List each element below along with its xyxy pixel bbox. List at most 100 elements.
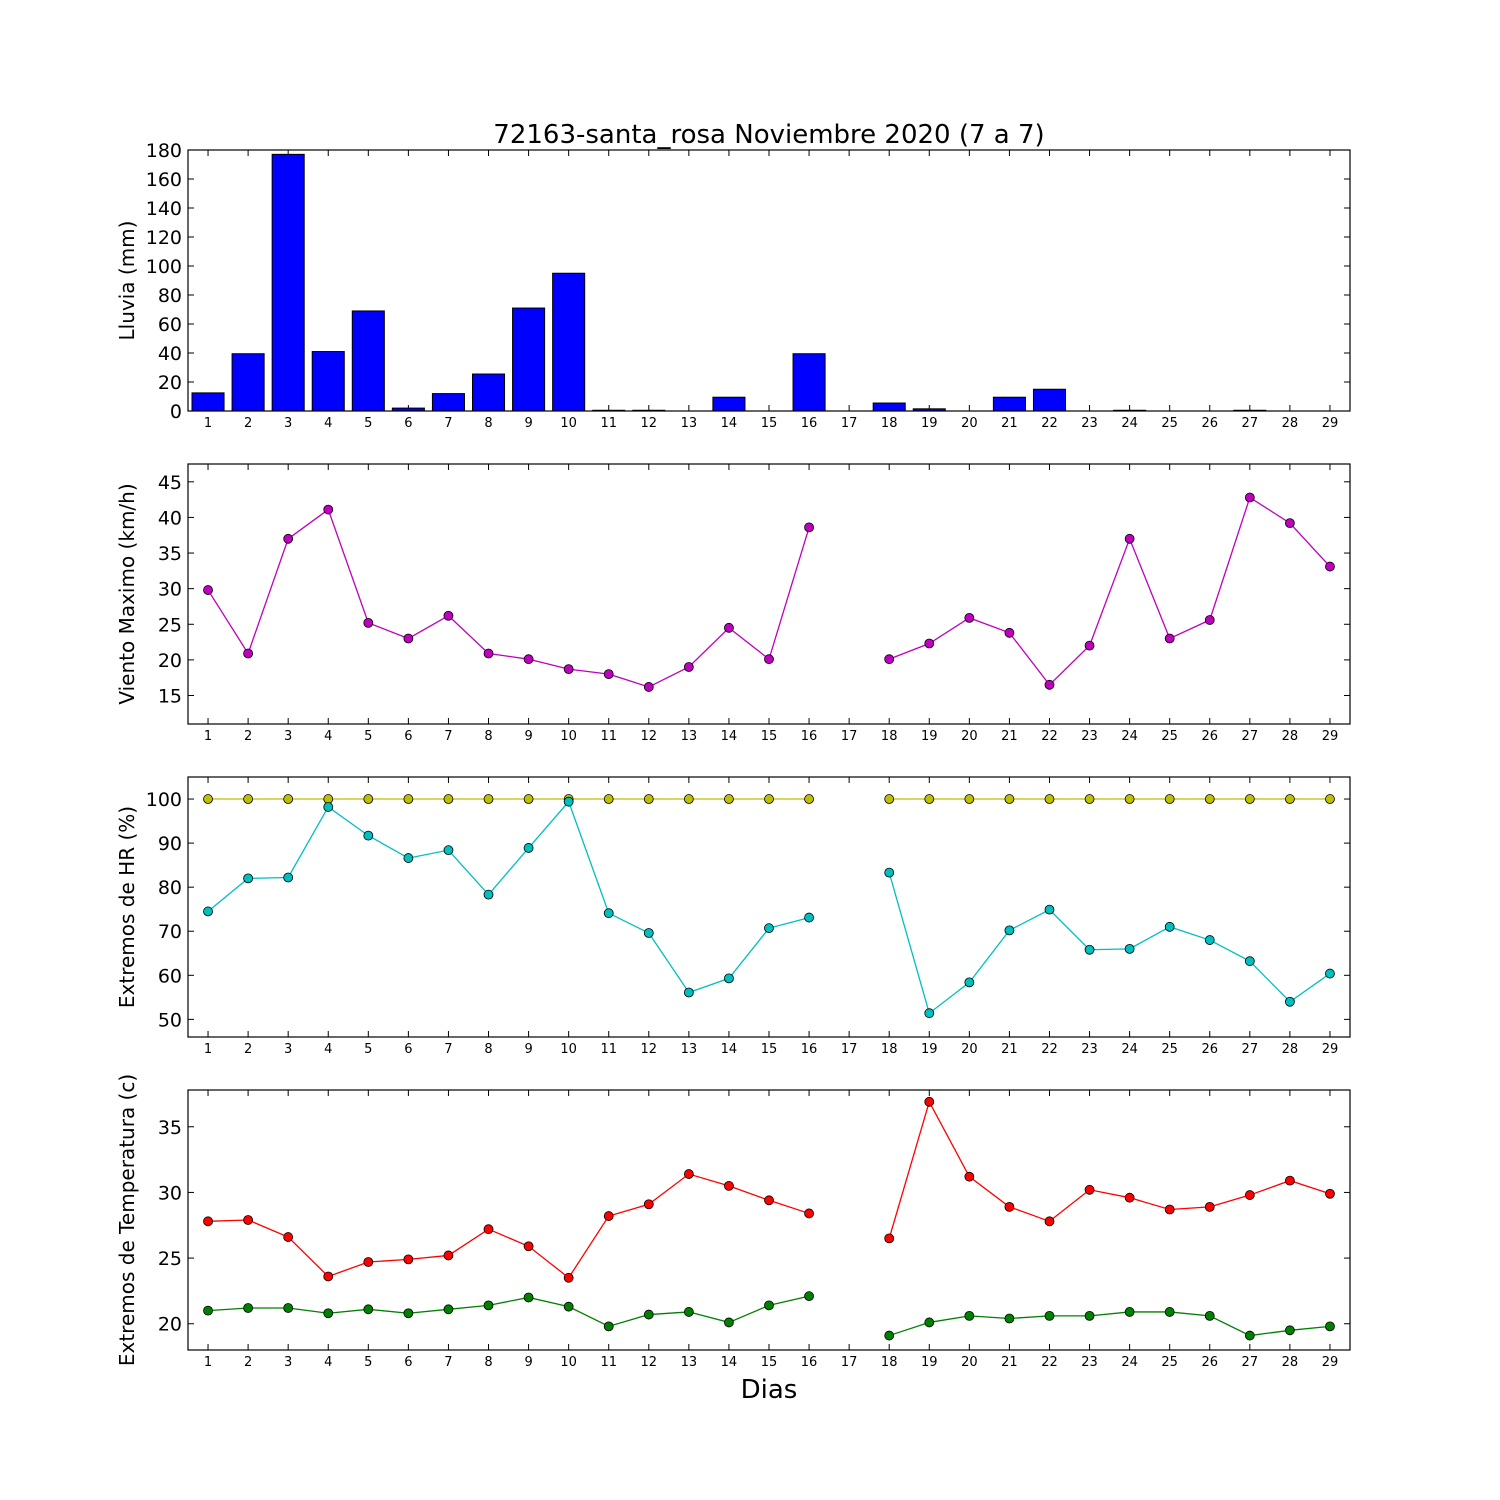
rain-x-tick-label: 7 xyxy=(444,416,452,431)
temperature-x-tick-label: 4 xyxy=(324,1355,332,1370)
wind-x-tick-label: 19 xyxy=(921,729,938,744)
humidity-x-tick-label: 27 xyxy=(1242,1042,1259,1057)
wind-max-point xyxy=(483,648,494,659)
wind-max-point xyxy=(1284,518,1295,529)
wind-max-point xyxy=(283,533,294,544)
temperature-x-tick-label: 25 xyxy=(1161,1355,1178,1370)
hr-max-point xyxy=(363,794,374,804)
hr-max-point xyxy=(1044,794,1055,804)
hr-max-point xyxy=(683,794,694,804)
temp-max-point xyxy=(323,1271,334,1282)
hr-max-point xyxy=(924,794,935,804)
temp-min-point xyxy=(1044,1310,1055,1321)
rain-x-tick-label: 3 xyxy=(284,416,292,431)
hr-max-point xyxy=(203,794,213,804)
wind-x-tick-label: 22 xyxy=(1041,729,1058,744)
rain-y-tick-label: 40 xyxy=(158,343,182,365)
hr-max-point xyxy=(1084,794,1095,804)
temperature-x-tick-label: 10 xyxy=(560,1355,577,1370)
temperature-x-tick-label: 20 xyxy=(961,1355,978,1370)
humidity-x-tick-label: 22 xyxy=(1041,1042,1058,1057)
wind-max-point xyxy=(603,669,614,680)
temp-max-point xyxy=(443,1250,454,1261)
wind-max-point xyxy=(363,617,374,628)
wind-x-tick-label: 10 xyxy=(560,729,577,744)
temp-max-point xyxy=(203,1216,213,1227)
rain-x-tick-label: 16 xyxy=(801,416,818,431)
temp-min-point xyxy=(243,1303,254,1313)
temp-max-point xyxy=(1284,1175,1295,1186)
humidity-x-tick-label: 3 xyxy=(284,1042,292,1057)
wind-y-tick-label: 45 xyxy=(158,472,182,494)
temperature-axes-frame xyxy=(187,1089,1351,1351)
humidity-x-tick-label: 15 xyxy=(761,1042,778,1057)
rain-y-tick-label: 80 xyxy=(158,285,182,307)
temp-min-point xyxy=(964,1310,975,1321)
rain-y-tick-label: 120 xyxy=(146,227,182,249)
rain-x-tick-label: 21 xyxy=(1001,416,1018,431)
temp-min-point xyxy=(1084,1310,1095,1321)
rain-x-tick-label: 20 xyxy=(961,416,978,431)
wind-y-tick-label: 35 xyxy=(158,543,182,565)
temperature-x-tick-label: 18 xyxy=(881,1355,898,1370)
temp-min-point xyxy=(804,1291,814,1302)
wind-max-point xyxy=(1164,633,1175,644)
rain-x-tick-label: 11 xyxy=(600,416,617,431)
temp-min-point xyxy=(363,1304,374,1315)
hr-min-line xyxy=(207,800,810,994)
temperature-x-tick-label: 7 xyxy=(444,1355,452,1370)
temp-min-point xyxy=(724,1317,734,1328)
hr-max-point xyxy=(804,794,814,804)
temp-min-point xyxy=(764,1300,774,1311)
hr-min-point xyxy=(1004,925,1015,936)
hr-max-point xyxy=(403,794,414,804)
rain-x-tick-label: 26 xyxy=(1201,416,1218,431)
humidity-x-tick-label: 18 xyxy=(881,1042,898,1057)
rain-x-tick-label: 14 xyxy=(721,416,738,431)
rain-x-tick-label: 4 xyxy=(324,416,332,431)
temp-min-point xyxy=(403,1308,414,1319)
wind-max-point xyxy=(243,648,254,659)
wind-y-tick-label: 20 xyxy=(158,650,182,672)
temperature-x-tick-label: 19 xyxy=(921,1355,938,1370)
wind-x-tick-label: 26 xyxy=(1201,729,1218,744)
hr-max-point xyxy=(443,794,454,804)
wind-x-tick-label: 9 xyxy=(524,729,532,744)
rain-x-tick-label: 13 xyxy=(681,416,698,431)
hr-min-point xyxy=(964,977,975,988)
humidity-x-tick-label: 23 xyxy=(1081,1042,1098,1057)
wind-y-tick-label: 25 xyxy=(158,614,182,636)
humidity-y-tick-label: 60 xyxy=(158,965,182,987)
humidity-y-tick-label: 80 xyxy=(158,877,182,899)
rain-y-tick-label: 60 xyxy=(158,314,182,336)
rain-x-tick-label: 22 xyxy=(1041,416,1058,431)
temp-min-point xyxy=(203,1305,213,1316)
humidity-x-tick-label: 19 xyxy=(921,1042,938,1057)
wind-max-line xyxy=(888,496,1331,686)
wind-x-tick-label: 14 xyxy=(721,729,738,744)
hr-max-point xyxy=(483,794,494,804)
temp-min-point xyxy=(603,1321,614,1332)
humidity-x-tick-label: 12 xyxy=(641,1042,658,1057)
temperature-x-tick-label: 14 xyxy=(721,1355,738,1370)
temp-max-point xyxy=(403,1254,414,1265)
hr-min-point xyxy=(323,802,334,812)
humidity-x-tick-label: 4 xyxy=(324,1042,332,1057)
hr-max-point xyxy=(523,794,534,804)
temp-max-point xyxy=(363,1257,374,1267)
hr-min-point xyxy=(1084,944,1095,955)
temperature-x-tick-label: 3 xyxy=(284,1355,292,1370)
temp-min-point xyxy=(523,1292,534,1303)
temp-max-point xyxy=(884,1233,895,1244)
rain-x-tick-label: 28 xyxy=(1282,416,1299,431)
hr-min-point xyxy=(603,908,614,919)
temperature-x-tick-label: 22 xyxy=(1041,1355,1058,1370)
hr-min-point xyxy=(764,923,774,934)
temp-min-point xyxy=(643,1309,654,1320)
temp-min-point xyxy=(483,1300,494,1311)
rain-x-tick-label: 24 xyxy=(1121,416,1138,431)
rain-bar xyxy=(992,396,1026,412)
wind-x-tick-label: 21 xyxy=(1001,729,1018,744)
wind-y-axis-label: Viento Maximo (km/h) xyxy=(115,483,139,704)
